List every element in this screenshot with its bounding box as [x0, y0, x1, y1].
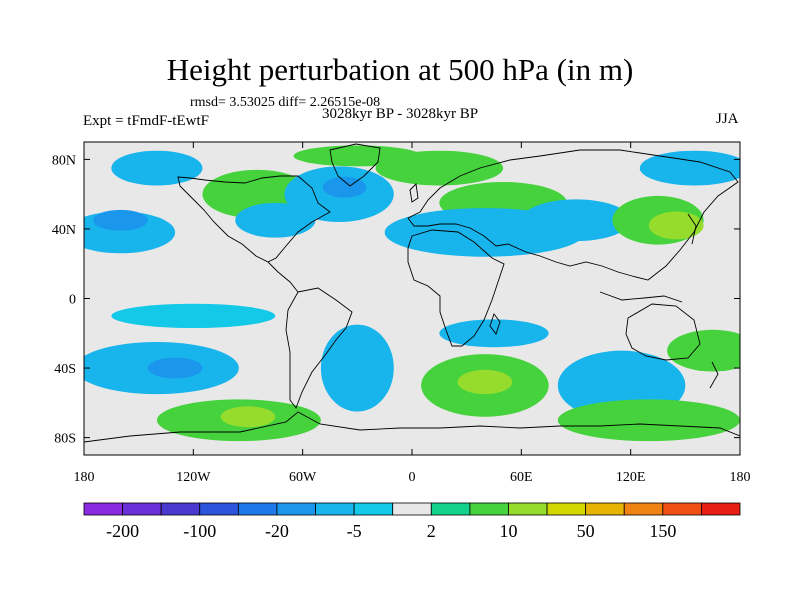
axis-layer: 180 120W 60W 0 60E 120E 180 80N 40N 0 40S 80S	[52, 142, 751, 485]
colorbar-label-1: -100	[183, 521, 216, 541]
colorbar-swatch-1	[122, 502, 162, 516]
colorbar-swatch-16	[701, 502, 741, 516]
colorbar-label-5: 10	[499, 521, 517, 541]
anomaly-region-14	[639, 150, 740, 186]
x-tick-label-6: 180	[730, 470, 751, 485]
season-label: JJA	[716, 111, 739, 127]
colorbar-swatch-11	[508, 502, 548, 516]
colorbar-label-7: 150	[649, 521, 676, 541]
coastline-eurasia	[407, 149, 739, 281]
coastline-uk	[409, 183, 419, 203]
anomaly-region-1	[93, 209, 148, 231]
anomaly-region-25	[667, 329, 740, 372]
colorbar-swatch-14	[623, 502, 664, 516]
anomaly-region-6	[322, 176, 367, 198]
coastline-new-zealand	[709, 361, 719, 389]
coastline-australia	[625, 303, 701, 361]
anomaly-region-22	[439, 319, 549, 348]
coastline-central-america	[267, 261, 299, 293]
colorbar: -200 -100 -20 -5 2 10 50 150	[83, 502, 741, 541]
coastline-north-america	[177, 175, 331, 263]
y-tick-label-2: 0	[69, 293, 76, 308]
colorbar-swatch-2	[160, 502, 201, 516]
x-tick-label-3: 0	[409, 470, 416, 485]
x-tick-label-2: 60W	[289, 470, 317, 485]
anomaly-region-16	[147, 357, 203, 379]
x-tick-label-5: 120E	[616, 470, 646, 485]
colorbar-label-0: -200	[106, 521, 139, 541]
y-tick-label-0: 80N	[52, 153, 76, 168]
anomaly-region-4	[235, 202, 316, 238]
colorbar-label-2: -20	[265, 521, 289, 541]
colorbar-label-4: 2	[427, 521, 436, 541]
colorbar-swatch-10	[469, 502, 509, 516]
colorbar-swatch-3	[199, 502, 239, 516]
period-text: 3028kyr BP - 3028kyr BP	[322, 106, 479, 122]
anomaly-region-24	[557, 399, 740, 442]
chart-title: Height perturbation at 500 hPa (in m)	[166, 52, 634, 87]
coastline-greenland	[329, 143, 381, 187]
coastline-layer	[84, 143, 740, 443]
colorbar-label-3: -5	[347, 521, 362, 541]
coastline-madagascar	[489, 313, 501, 335]
colorbar-swatch-4	[237, 502, 278, 516]
experiment-label: Expt = tFmdF-tEwtF	[83, 113, 209, 129]
anomaly-region-18	[220, 406, 276, 428]
stats-text: rmsd= 3.53025 diff= 2.26515e-08	[190, 95, 381, 110]
coastline-south-america	[285, 287, 353, 409]
coastline-japan	[687, 213, 697, 245]
colorbar-swatch-8	[392, 502, 432, 516]
anomaly-region-8	[375, 150, 504, 186]
colorbar-swatch-6	[315, 502, 355, 516]
colorbar-label-6: 50	[577, 521, 595, 541]
x-tick-label-0: 180	[74, 470, 95, 485]
colorbar-swatch-13	[585, 502, 625, 516]
y-tick-label-1: 40N	[52, 223, 76, 238]
coastline-indonesia	[599, 291, 683, 303]
anomaly-region-2	[111, 150, 203, 186]
colorbar-swatch-7	[353, 502, 394, 516]
anomaly-layer	[84, 145, 740, 442]
colorbar-swatch-5	[276, 502, 316, 516]
anomaly-region-21	[457, 369, 513, 395]
anomaly-region-26	[111, 303, 276, 329]
anomaly-region-13	[648, 211, 704, 240]
y-tick-label-4: 80S	[54, 432, 76, 447]
colorbar-swatch-0	[83, 502, 123, 516]
anomaly-region-19	[320, 324, 394, 412]
colorbar-swatch-15	[662, 502, 702, 516]
x-tick-label-4: 60E	[510, 470, 533, 485]
colorbar-swatch-12	[546, 502, 587, 516]
coastline-antarctica	[84, 411, 740, 443]
y-tick-label-3: 40S	[54, 362, 76, 377]
colorbar-swatch-9	[430, 502, 471, 516]
x-tick-label-1: 120W	[176, 470, 211, 485]
anomaly-region-11	[521, 199, 631, 242]
coastline-africa	[407, 229, 505, 347]
